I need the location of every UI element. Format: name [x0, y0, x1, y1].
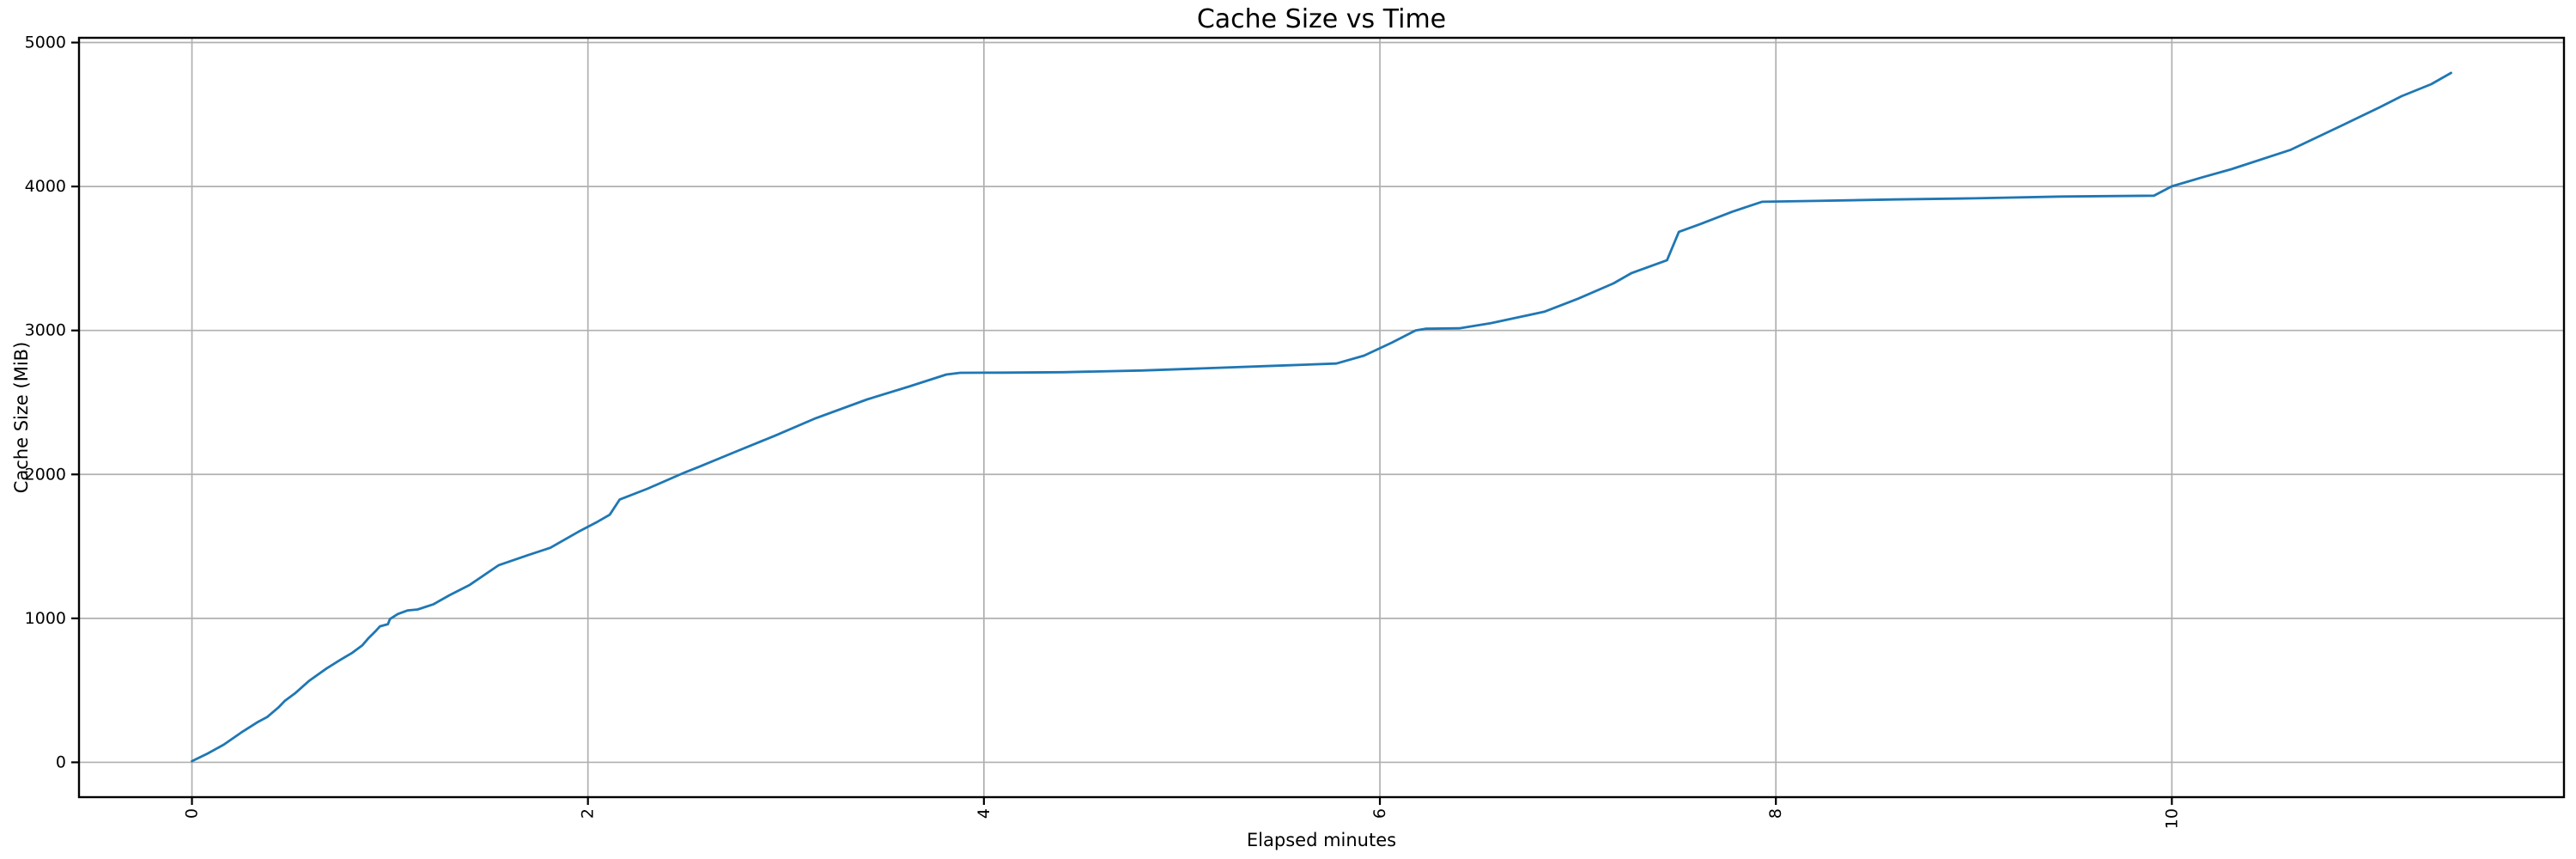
gridlines: [79, 38, 2564, 797]
chart-title: Cache Size vs Time: [1197, 4, 1446, 34]
y-tick-label: 5000: [25, 34, 66, 52]
y-tick-label: 3000: [25, 321, 66, 340]
x-tick-label: 8: [1766, 808, 1785, 819]
y-tick-label: 1000: [25, 609, 66, 628]
y-tick-label: 4000: [25, 177, 66, 196]
axes-spines: [77, 36, 2566, 799]
y-tick-label: 2000: [25, 465, 66, 484]
cache-size-line: [191, 71, 2452, 763]
x-tick-label: 4: [975, 808, 993, 819]
tick-labels: 0 2 4 6 8 10 0 1000 2000 3000 4000 5000: [25, 34, 2182, 830]
x-tick-label: 0: [183, 808, 202, 819]
x-axis-label: Elapsed minutes: [1247, 830, 1396, 850]
y-tick-label: 0: [56, 752, 66, 771]
axis-ticks: [71, 41, 2173, 805]
y-axis-label: Cache Size (MiB): [11, 342, 32, 494]
x-tick-label: 2: [579, 808, 598, 819]
x-tick-label: 10: [2162, 808, 2181, 829]
x-tick-label: 6: [1370, 808, 1389, 819]
plot-border: [77, 36, 2566, 799]
